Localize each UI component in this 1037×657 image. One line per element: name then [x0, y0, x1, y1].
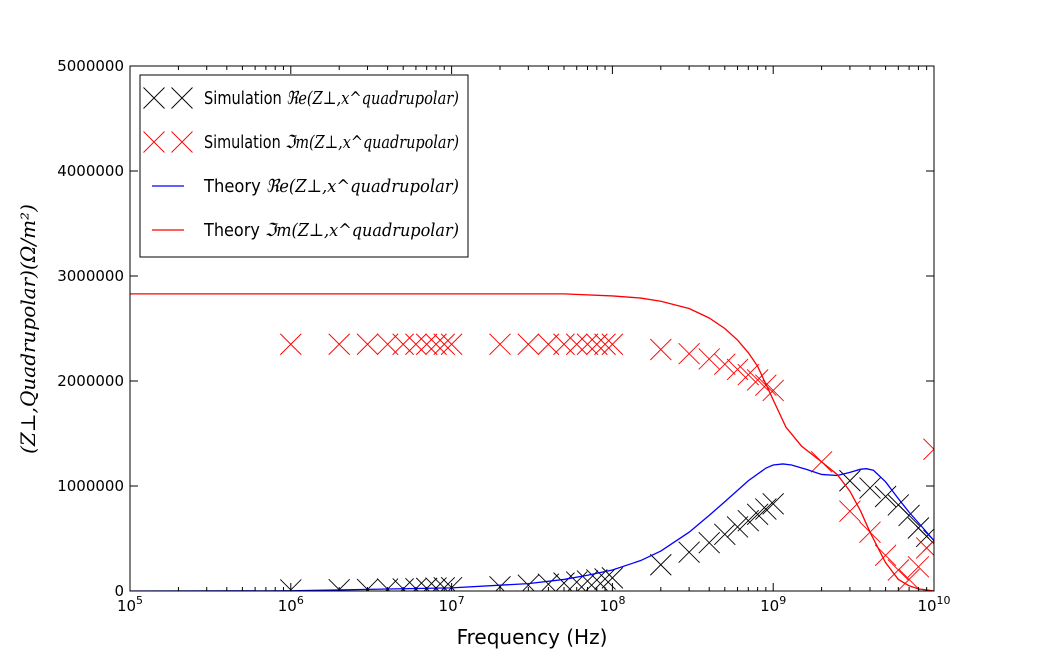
series-line-3 — [130, 293, 934, 591]
x-tick-label: 1010 — [917, 594, 950, 615]
series-0-point — [726, 516, 749, 538]
series-line-2 — [130, 463, 934, 591]
series-1-point — [649, 338, 672, 361]
series-1-point — [279, 333, 302, 356]
x-tick-label: 107 — [439, 594, 465, 615]
y-tick-label: 1000000 — [57, 477, 124, 495]
axes-frame — [129, 65, 935, 592]
series-1-point — [517, 333, 540, 356]
series-1-point — [537, 333, 560, 356]
legend-item-1: Simulation ℑm(Z⊥,x^quadrupolar) — [143, 131, 459, 153]
legend-box — [139, 74, 469, 258]
series-1-point — [585, 333, 608, 356]
legend-marker — [171, 131, 193, 153]
y-tick-label: 3000000 — [57, 267, 124, 285]
series-1-point — [726, 358, 749, 381]
series-1-point — [713, 353, 736, 376]
series-1-point — [678, 342, 700, 365]
series-1-point — [923, 438, 934, 461]
series-1-point — [433, 333, 456, 356]
series-1-point — [898, 568, 920, 591]
series-1-point — [415, 333, 438, 356]
series-1-point — [887, 559, 910, 581]
svg-text:(Z⊥,Quadrupolar)(Ω/m²): (Z⊥,Quadrupolar)(Ω/m²) — [16, 204, 40, 454]
series-1-point — [698, 348, 721, 370]
x-axis-title: Frequency (Hz) — [457, 625, 608, 649]
series-0-point — [517, 574, 540, 591]
x-tick-label: 109 — [760, 594, 786, 615]
series-0-point — [649, 553, 672, 576]
series-1-point — [489, 333, 511, 356]
series-1-point — [405, 333, 427, 356]
series-0-point — [489, 575, 511, 591]
series-1-point — [594, 333, 616, 356]
series-0-point — [537, 573, 560, 591]
series-0-point — [565, 571, 588, 591]
series-1-point — [425, 333, 447, 356]
legend-label: Simulation ℜe(Z⊥,x^quadrupolar) — [204, 88, 459, 109]
series-0-point — [859, 477, 881, 499]
series-1-point — [376, 333, 399, 356]
legend-marker — [143, 87, 165, 109]
series-0-point — [713, 523, 736, 546]
y-tick-label: 5000000 — [57, 57, 124, 75]
series-0-point — [678, 541, 700, 563]
series-1-point — [553, 333, 575, 356]
series-1-point — [601, 333, 624, 356]
series-1-point — [576, 333, 599, 356]
legend-label: Theory ℜe(Z⊥,x^quadrupolar) — [203, 176, 459, 197]
legend-item-3: Theory ℑm(Z⊥,x^quadrupolar) — [152, 220, 459, 241]
y-tick-label: 0 — [114, 582, 124, 600]
legend: Simulation ℜe(Z⊥,x^quadrupolar) Simulatio… — [139, 74, 469, 258]
series-0-point — [874, 485, 897, 508]
series-1-point — [328, 333, 351, 356]
series-1-point — [440, 333, 463, 356]
series-0-point — [762, 493, 785, 515]
series-0-point — [898, 504, 920, 527]
x-tick-label: 108 — [599, 594, 625, 615]
x-tick-label: 106 — [278, 594, 304, 615]
legend-marker — [171, 87, 193, 109]
series-1-point — [907, 556, 930, 578]
plot-series-group — [130, 293, 934, 591]
series-0-point — [755, 498, 777, 520]
series-1-point — [356, 333, 379, 356]
legend-item-0: Simulation ℜe(Z⊥,x^quadrupolar) — [143, 87, 459, 109]
legend-label: Theory ℑm(Z⊥,x^quadrupolar) — [203, 220, 459, 241]
series-1-point — [565, 333, 588, 356]
x-tick-label: 105 — [117, 594, 143, 615]
series-0-point — [698, 531, 721, 554]
legend-marker — [143, 131, 165, 153]
legend-label: Simulation ℑm(Z⊥,x^quadrupolar) — [204, 132, 459, 153]
legend-item-2: Theory ℜe(Z⊥,x^quadrupolar) — [152, 176, 459, 197]
series-1-point — [392, 333, 415, 356]
y-tick-label: 4000000 — [57, 162, 124, 180]
series-0-point — [737, 509, 760, 532]
y-tick-label: 2000000 — [57, 372, 124, 390]
y-axis-title: (Z⊥,Quadrupolar)(Ω/m²) — [16, 204, 40, 454]
